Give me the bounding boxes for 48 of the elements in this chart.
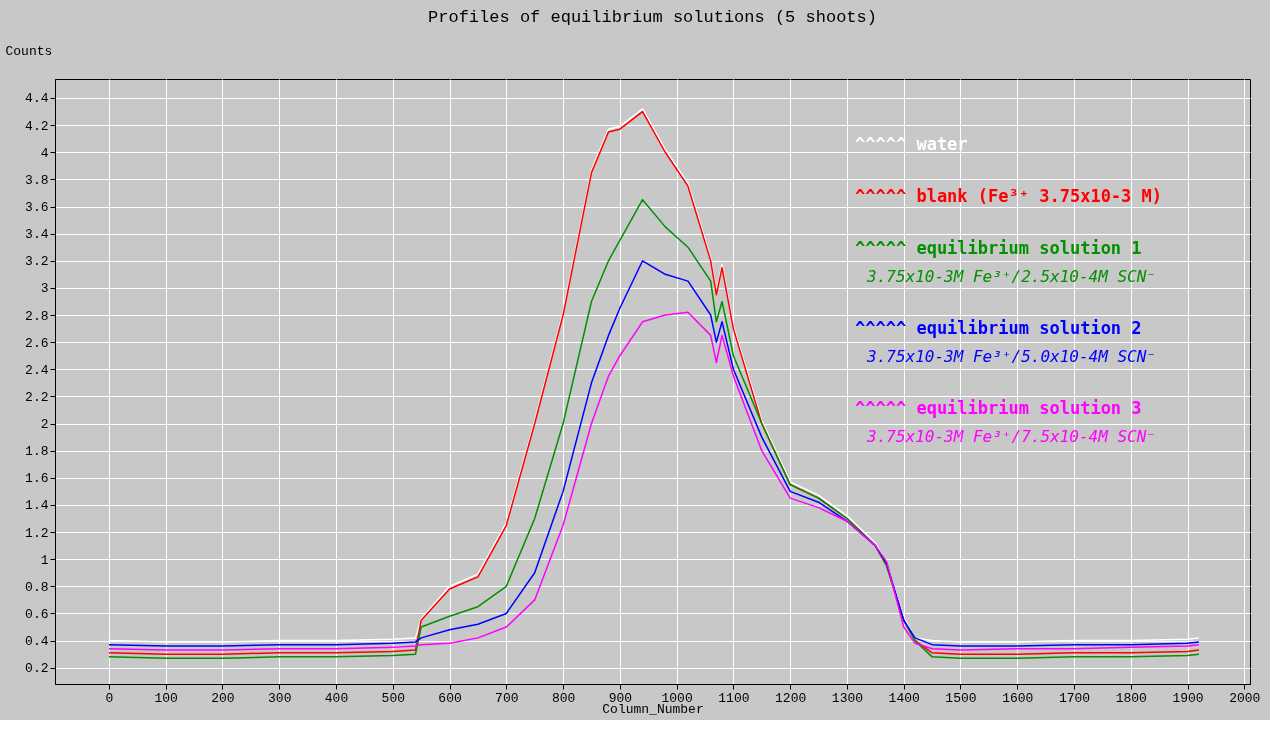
y-tick-label: 2.2 [25,389,49,405]
y-tick-label: 4 [40,145,49,161]
x-tick-label: 1400 [888,690,920,706]
x-tick-label: 1700 [1058,690,1091,706]
x-tick-label: 100 [154,690,178,706]
y-tick-label: 0.2 [25,661,49,677]
x-tick-label: 500 [381,690,405,706]
y-tick-label: 4.2 [25,118,49,134]
y-tick-label: 1.4 [25,498,49,514]
y-tick-label: 2.8 [25,308,49,324]
x-tick-label: 2000 [1229,690,1261,706]
y-tick-label: 3.8 [25,172,49,188]
x-tick-label: 1300 [831,690,864,706]
y-tick-label: 0.6 [25,606,49,622]
y-tick-label: 1 [40,552,49,568]
chart-title: Profiles of equilibrium solutions (5 shoots) [428,8,877,27]
y-tick-label: 2.4 [25,362,49,378]
y-axis-title: Counts [5,43,53,59]
y-tick-label: 2.6 [25,335,49,351]
y-tick-label: 3.2 [25,254,49,270]
x-tick-label: 1500 [945,690,977,706]
x-tick-label: 600 [438,690,462,706]
y-tick-label: 3 [40,281,49,297]
y-tick-label: 2 [40,417,49,433]
text: ^^^^^ blank (Fe³⁺ 3.75x10-3 M) [855,186,1163,206]
x-tick-label: 200 [211,690,235,706]
x-tick-label: 800 [551,690,576,706]
x-tick-label: 1600 [1002,690,1034,706]
x-tick-label: 0 [105,690,114,706]
x-axis-title: Column_Number [602,701,704,717]
x-tick-label: 1100 [718,690,750,706]
x-tick-label: 1800 [1115,690,1147,706]
x-tick-label: 1900 [1172,690,1204,706]
x-tick-label: 300 [268,690,292,706]
y-tick-label: 0.4 [25,634,49,650]
y-tick-label: 3.6 [25,200,49,216]
y-tick-label: 1.6 [25,471,49,487]
y-tick-label: 4.4 [25,91,49,107]
text: ^^^^^ equilibrium solution 1 3.75x10-3M Fe³⁺/2.5x10-4M SCN⁻ [855,238,1156,286]
y-tick-label: 1.2 [25,525,49,541]
x-tick-label: 700 [495,690,519,706]
x-tick-label: 1200 [775,690,807,706]
y-tick-label: 1.8 [25,444,49,460]
y-tick-label: 0.8 [25,579,49,595]
text: ^^^^^ equilibrium solution 2 3.75x10-3M Fe³⁺/5.0x10-4M SCN⁻ [855,318,1156,366]
text: ^^^^^ equilibrium solution 3 3.75x10-3M Fe³⁺/7.5x10-4M SCN⁻ [855,398,1156,446]
y-tick-label: 3.4 [25,227,49,243]
x-tick-label: 400 [324,690,349,706]
